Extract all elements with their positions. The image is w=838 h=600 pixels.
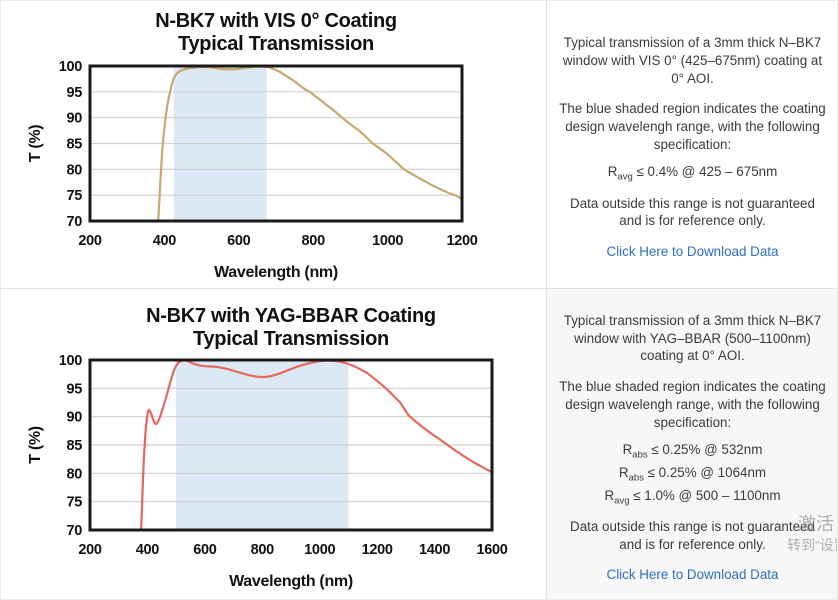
yag-bbar-transmission-chart: 70 75 80 85 90 95 100 200 400 600 800 1000 1200 1400 1… [27,305,508,590]
y-tick-label: 80 [66,466,82,482]
spec-list: Ravg ≤ 0.4% @ 425 – 675nm [608,162,778,186]
x-axis-label: Wavelength (nm) [214,264,338,281]
download-data-link[interactable]: Click Here to Download Data [606,243,779,259]
shaded-region-note: The blue shaded region indicates the coa… [559,379,826,430]
vis-info-panel: Typical transmission of a 3mm thick N–BK… [546,0,838,288]
yag-bbar-info-panel: Typical transmission of a 3mm thick N–BK… [546,289,838,600]
shaded-region-note: The blue shaded region indicates the coa… [559,101,826,152]
yag-bbar-chart-cell: 70 75 80 85 90 95 100 200 400 600 800 1000 1200 1400 1… [0,289,546,600]
spec-value: ≤ 0.25% @ 532nm [647,442,763,458]
spec-subscript: avg [614,495,630,507]
x-tick-label: 400 [136,542,160,558]
vis-coating-section: 70 75 80 85 90 95 100 200 400 600 800 1000 1200 N-BK7… [0,0,838,288]
chart-subtitle: Typical Transmission [193,328,389,350]
reflectance-spec: Ravg ≤ 0.4% @ 425 – 675nm [608,163,778,184]
x-tick-label: 600 [193,542,217,558]
x-tick-label: 800 [302,233,326,249]
y-tick-label: 95 [66,85,82,101]
y-tick-label: 75 [66,495,82,511]
y-tick-label: 100 [59,353,83,369]
vis-chart-cell: 70 75 80 85 90 95 100 200 400 600 800 1000 1200 N-BK7… [0,0,546,288]
x-tick-label: 400 [153,233,177,249]
reflectance-spec: Rabs ≤ 0.25% @ 1064nm [605,464,781,485]
x-tick-label: 1000 [372,233,403,249]
spec-list: Rabs ≤ 0.25% @ 532nm Rabs ≤ 0.25% @ 1064… [605,440,781,510]
coating-description: Typical transmission of a 3mm thick N–BK… [563,313,822,364]
x-tick-label: 1200 [362,542,393,558]
y-tick-label: 85 [66,438,82,454]
range-disclaimer: Data outside this range is not guarantee… [570,518,815,552]
plot-frame [88,358,494,532]
section-divider [0,288,838,289]
x-tick-label: 1200 [446,233,477,249]
range-disclaimer: Data outside this range is not guarantee… [570,195,815,229]
spec-value: ≤ 0.4% @ 425 – 675nm [632,164,778,180]
y-tick-label: 70 [66,523,82,539]
x-axis-label: Wavelength (nm) [229,573,353,590]
chart-title: N-BK7 with VIS 0° Coating [155,10,397,32]
x-tick-label: 200 [78,233,102,249]
chart-subtitle: Typical Transmission [178,33,374,55]
y-tick-label: 90 [66,111,82,127]
y-tick-label: 75 [66,188,82,204]
transmission-curve [140,359,494,532]
spec-subscript: abs [628,472,644,484]
spec-symbol: R [604,487,615,503]
x-tick-label: 1600 [476,542,507,558]
yag-bbar-coating-section: 70 75 80 85 90 95 100 200 400 600 800 1000 1200 1400 1… [0,289,838,600]
windows-activation-watermark-line2: 转到“设置 [787,537,838,553]
spec-symbol: R [622,442,633,458]
spec-symbol: R [618,464,629,480]
reflectance-spec: Ravg ≤ 1.0% @ 500 – 1100nm [605,487,781,508]
x-tick-label: 600 [227,233,251,249]
x-tick-label: 800 [251,542,275,558]
spec-subscript: avg [617,172,633,184]
spec-subscript: abs [632,449,648,461]
y-tick-label: 90 [66,410,82,426]
y-tick-label: 80 [66,162,82,178]
download-data-link[interactable]: Click Here to Download Data [606,566,779,582]
y-tick-label: 85 [66,137,82,153]
coating-description: Typical transmission of a 3mm thick N–BK… [562,35,823,86]
y-axis-label: T (%) [27,426,44,464]
vis-transmission-chart: 70 75 80 85 90 95 100 200 400 600 800 1000 1200 N-BK7… [27,10,478,281]
x-tick-label: 1400 [419,542,450,558]
plot-frame [88,64,464,223]
windows-activation-watermark-line1: 激活 V [798,514,838,534]
y-tick-label: 100 [59,59,83,75]
reflectance-spec: Rabs ≤ 0.25% @ 532nm [605,441,781,462]
y-tick-label: 70 [66,214,82,230]
y-tick-label: 95 [66,381,82,397]
spec-value: ≤ 1.0% @ 500 – 1100nm [629,487,781,503]
chart-title: N-BK7 with YAG-BBAR Coating [146,305,436,327]
y-axis-label: T (%) [27,125,44,163]
spec-value: ≤ 0.25% @ 1064nm [643,464,767,480]
spec-symbol: R [607,164,618,180]
x-tick-label: 200 [78,542,102,558]
x-tick-label: 1000 [304,542,335,558]
